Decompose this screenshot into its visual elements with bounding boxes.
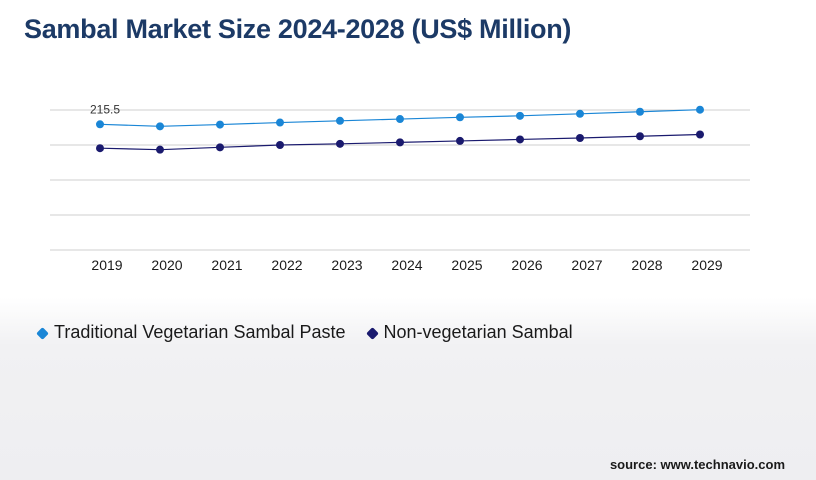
data-point-series-1 <box>636 107 644 116</box>
line-chart: 2019 2020 2021 2022 2023 2024 2025 2026 2027 2028… <box>50 102 750 273</box>
data-point-series-2 <box>576 134 584 142</box>
data-point-series-1 <box>96 120 104 129</box>
legend-item-series-1: Traditional Vegetarian Sambal Paste <box>36 322 346 343</box>
x-tick-label: 2022 <box>271 257 302 273</box>
x-tick-label: 2026 <box>511 257 542 273</box>
data-point-series-1 <box>156 122 164 131</box>
x-tick-label: 2023 <box>331 257 362 273</box>
data-point-series-1 <box>576 109 584 118</box>
chart-title: Sambal Market Size 2024-2028 (US$ Millio… <box>24 14 572 44</box>
x-tick-label: 2028 <box>631 257 662 273</box>
data-point-series-2 <box>636 132 644 141</box>
data-point-series-2 <box>216 143 224 152</box>
data-point-series-2 <box>156 145 164 154</box>
data-point-series-2 <box>276 141 284 149</box>
data-point-series-1 <box>336 116 344 125</box>
data-point-series-2 <box>396 138 404 147</box>
data-point-series-2 <box>96 144 104 153</box>
x-tick-label: 2025 <box>451 257 482 273</box>
data-label: 215.5 <box>90 102 120 116</box>
x-tick-label: 2024 <box>391 257 422 273</box>
x-tick-label: 2020 <box>151 257 182 273</box>
x-tick-label: 2029 <box>691 257 722 273</box>
data-point-series-2 <box>456 136 464 145</box>
data-point-series-1 <box>276 118 284 127</box>
data-point-series-1 <box>696 105 704 114</box>
data-point-series-1 <box>516 111 524 120</box>
legend-item-series-2: Non-vegetarian Sambal <box>365 322 573 343</box>
legend-marker-series-1 <box>36 327 49 340</box>
data-point-series-1 <box>216 120 224 129</box>
data-point-series-1 <box>396 115 404 124</box>
source-credit: source: www.technavio.com <box>609 457 785 472</box>
data-point-series-2 <box>336 139 344 148</box>
x-tick-label: 2027 <box>571 257 602 273</box>
legend-label-series-2: Non-vegetarian Sambal <box>383 322 573 342</box>
legend-label-series-1: Traditional Vegetarian Sambal Paste <box>54 322 346 342</box>
data-point-series-2 <box>516 135 524 144</box>
x-tick-label: 2021 <box>211 257 242 273</box>
x-tick-label: 2019 <box>91 257 122 273</box>
data-point-series-1 <box>456 113 464 122</box>
chart-legend: Traditional Vegetarian Sambal Paste Non-… <box>36 322 573 343</box>
legend-marker-series-2 <box>365 327 379 340</box>
data-point-series-2 <box>696 130 704 139</box>
